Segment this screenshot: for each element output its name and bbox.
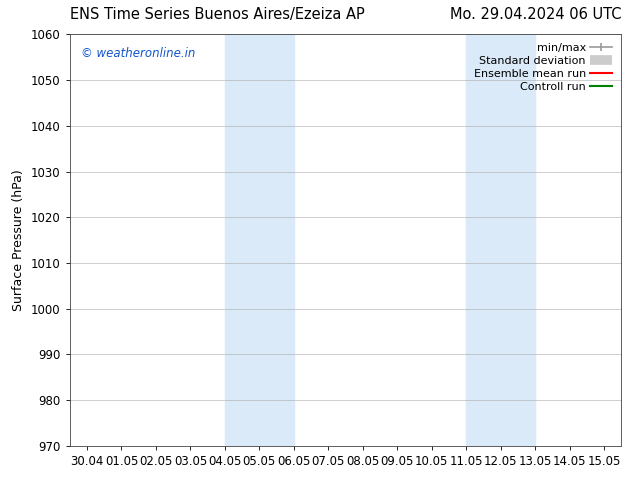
Bar <box>225 34 294 446</box>
Bar <box>466 34 535 446</box>
Title: ENS Time Series Buenos Aires/Ezeiza AP      Mo. 29.04.2024 06 UTC: ENS Time Series Buenos Aires/Ezeiza AP M… <box>0 489 1 490</box>
Text: ENS Time Series Buenos Aires/Ezeiza AP: ENS Time Series Buenos Aires/Ezeiza AP <box>70 7 365 22</box>
Text: Mo. 29.04.2024 06 UTC: Mo. 29.04.2024 06 UTC <box>450 7 621 22</box>
Text: © weatheronline.in: © weatheronline.in <box>81 47 195 60</box>
Legend: min/max, Standard deviation, Ensemble mean run, Controll run: min/max, Standard deviation, Ensemble me… <box>470 40 616 95</box>
Y-axis label: Surface Pressure (hPa): Surface Pressure (hPa) <box>13 169 25 311</box>
